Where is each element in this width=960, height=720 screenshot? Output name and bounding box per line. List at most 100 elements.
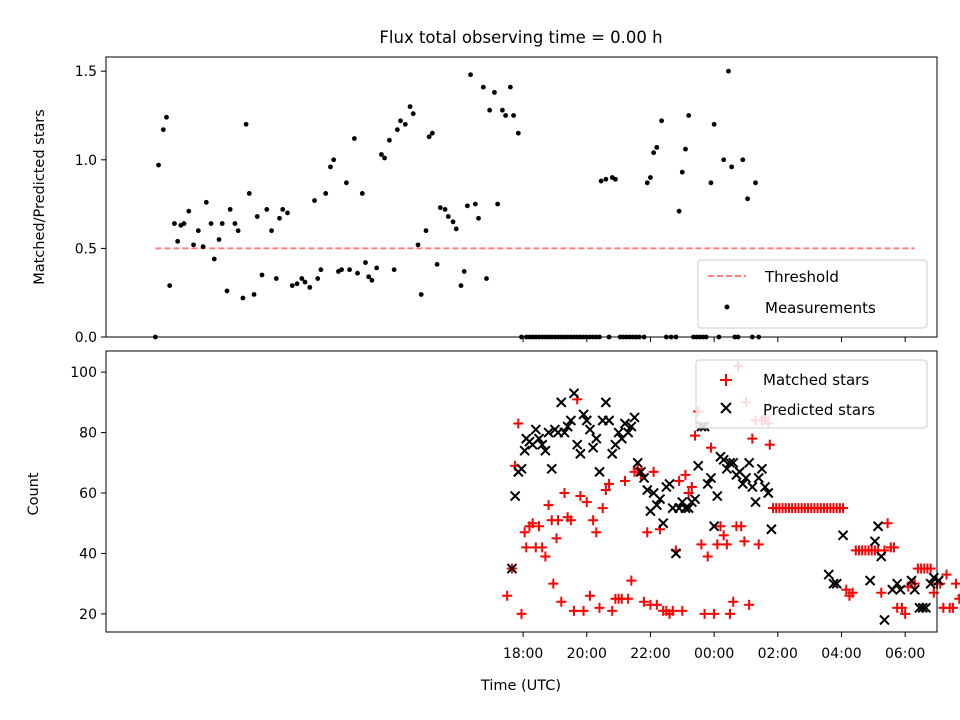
predicted-star-point — [670, 548, 682, 559]
measurement-point — [264, 207, 270, 212]
measurement-point — [708, 180, 714, 186]
top-panel: 0.0 0.5 1.0 1.5 Matched/Predicted stars Thr… — [32, 56, 938, 346]
bottom-legend: Matched stars Predicted stars — [695, 359, 928, 429]
matched-star-point — [736, 521, 747, 532]
matched-star-point — [889, 542, 900, 553]
predicted-star-point — [737, 478, 748, 490]
top-plot-marks — [152, 68, 915, 340]
predicted-star-point — [763, 487, 774, 499]
matched-star-point — [951, 578, 960, 589]
legend-predicted-swatch — [720, 402, 732, 414]
matched-star-point — [925, 563, 936, 574]
measurement-point — [492, 90, 497, 95]
predicted-star-point — [581, 415, 592, 426]
matched-star-point — [537, 542, 548, 553]
measurement-point — [415, 242, 421, 248]
top-y-tick-label: 0.0 — [75, 330, 97, 346]
measurement-point — [434, 261, 440, 267]
legend-measurements-label: Measurements — [765, 299, 876, 317]
matched-star-point — [744, 599, 755, 610]
predicted-star-point — [708, 521, 720, 532]
predicted-star-point — [594, 466, 605, 478]
matched-star-point — [847, 587, 858, 598]
measurement-point — [195, 228, 201, 234]
measurement-point — [232, 221, 238, 226]
predicted-star-point — [837, 530, 849, 541]
matched-star-point — [876, 587, 887, 598]
measurement-point — [299, 276, 305, 281]
legend-matched-swatch — [720, 374, 732, 386]
predicted-star-point — [584, 424, 596, 435]
measurement-point — [495, 201, 501, 207]
measurement-point — [355, 270, 360, 276]
measurement-point — [235, 228, 241, 234]
matched-star-point — [559, 488, 570, 499]
measurement-point — [445, 214, 451, 219]
top-y-axis: 0.0 0.5 1.0 1.5 — [75, 64, 106, 346]
measurement-point — [458, 283, 464, 289]
measurement-point — [659, 118, 664, 124]
predicted-star-point — [642, 484, 653, 496]
matched-star-point — [739, 536, 750, 547]
predicted-star-point — [536, 439, 548, 450]
matched-star-point — [709, 608, 720, 619]
measurement-point — [679, 169, 685, 175]
predicted-star-point — [876, 551, 887, 562]
measurement-point — [273, 276, 279, 281]
measurement-point — [312, 198, 317, 203]
matched-star-point — [715, 521, 726, 532]
predicted-star-point — [509, 490, 521, 502]
bottom-y-tick-label: 20 — [79, 607, 97, 623]
matched-star-point — [696, 539, 707, 550]
chart-title: Flux total observing time = 0.00 h — [379, 28, 662, 47]
predicted-star-point — [600, 397, 612, 408]
predicted-star-point — [872, 521, 884, 532]
measurement-point — [644, 180, 650, 186]
measurement-point — [379, 152, 384, 157]
bottom-y-axis-label: Count — [26, 472, 42, 515]
measurement-point — [363, 260, 368, 265]
matched-star-point — [623, 593, 634, 604]
matched-star-point — [553, 515, 564, 526]
predicted-star-point — [622, 427, 634, 438]
measurement-point — [175, 238, 181, 244]
measurement-point — [167, 283, 173, 289]
measurement-point — [480, 84, 486, 90]
predicted-star-point — [578, 409, 589, 420]
measurement-point — [254, 214, 260, 219]
measurement-point — [259, 272, 265, 278]
measurement-point — [402, 121, 408, 127]
predicted-star-point — [702, 478, 713, 490]
bottom-x-axis: 18:00 20:00 22:00 00:00 02:00 04:00 06:00 — [503, 632, 925, 662]
matched-star-point — [674, 475, 685, 486]
matched-star-point — [900, 608, 911, 619]
matched-star-point — [548, 578, 559, 589]
matched-star-point — [527, 518, 538, 529]
measurement-point — [227, 207, 233, 212]
measurement-point — [426, 134, 432, 140]
matched-star-point — [604, 478, 615, 489]
measurement-point — [476, 215, 481, 221]
legend-measurements-swatch — [724, 304, 730, 310]
predicted-star-point — [740, 472, 752, 484]
measurement-point — [507, 84, 513, 90]
predicted-star-point — [530, 424, 542, 435]
measurement-point — [246, 191, 252, 196]
measurement-point — [740, 157, 746, 163]
measurement-point — [686, 113, 692, 118]
predicted-star-point — [743, 457, 755, 469]
predicted-star-point — [635, 466, 647, 478]
matched-star-point — [551, 533, 562, 544]
predicted-star-point — [657, 518, 669, 529]
matched-star-point — [521, 542, 532, 553]
predicted-star-point — [664, 478, 675, 490]
measurement-point — [164, 114, 169, 120]
x-tick-label: 00:00 — [694, 646, 734, 662]
predicted-star-point — [692, 460, 704, 472]
predicted-star-point — [891, 578, 903, 589]
predicted-star-point — [705, 472, 717, 484]
predicted-star-point — [750, 496, 761, 508]
predicted-star-point — [506, 563, 518, 574]
top-y-tick-label: 1.0 — [75, 153, 97, 169]
